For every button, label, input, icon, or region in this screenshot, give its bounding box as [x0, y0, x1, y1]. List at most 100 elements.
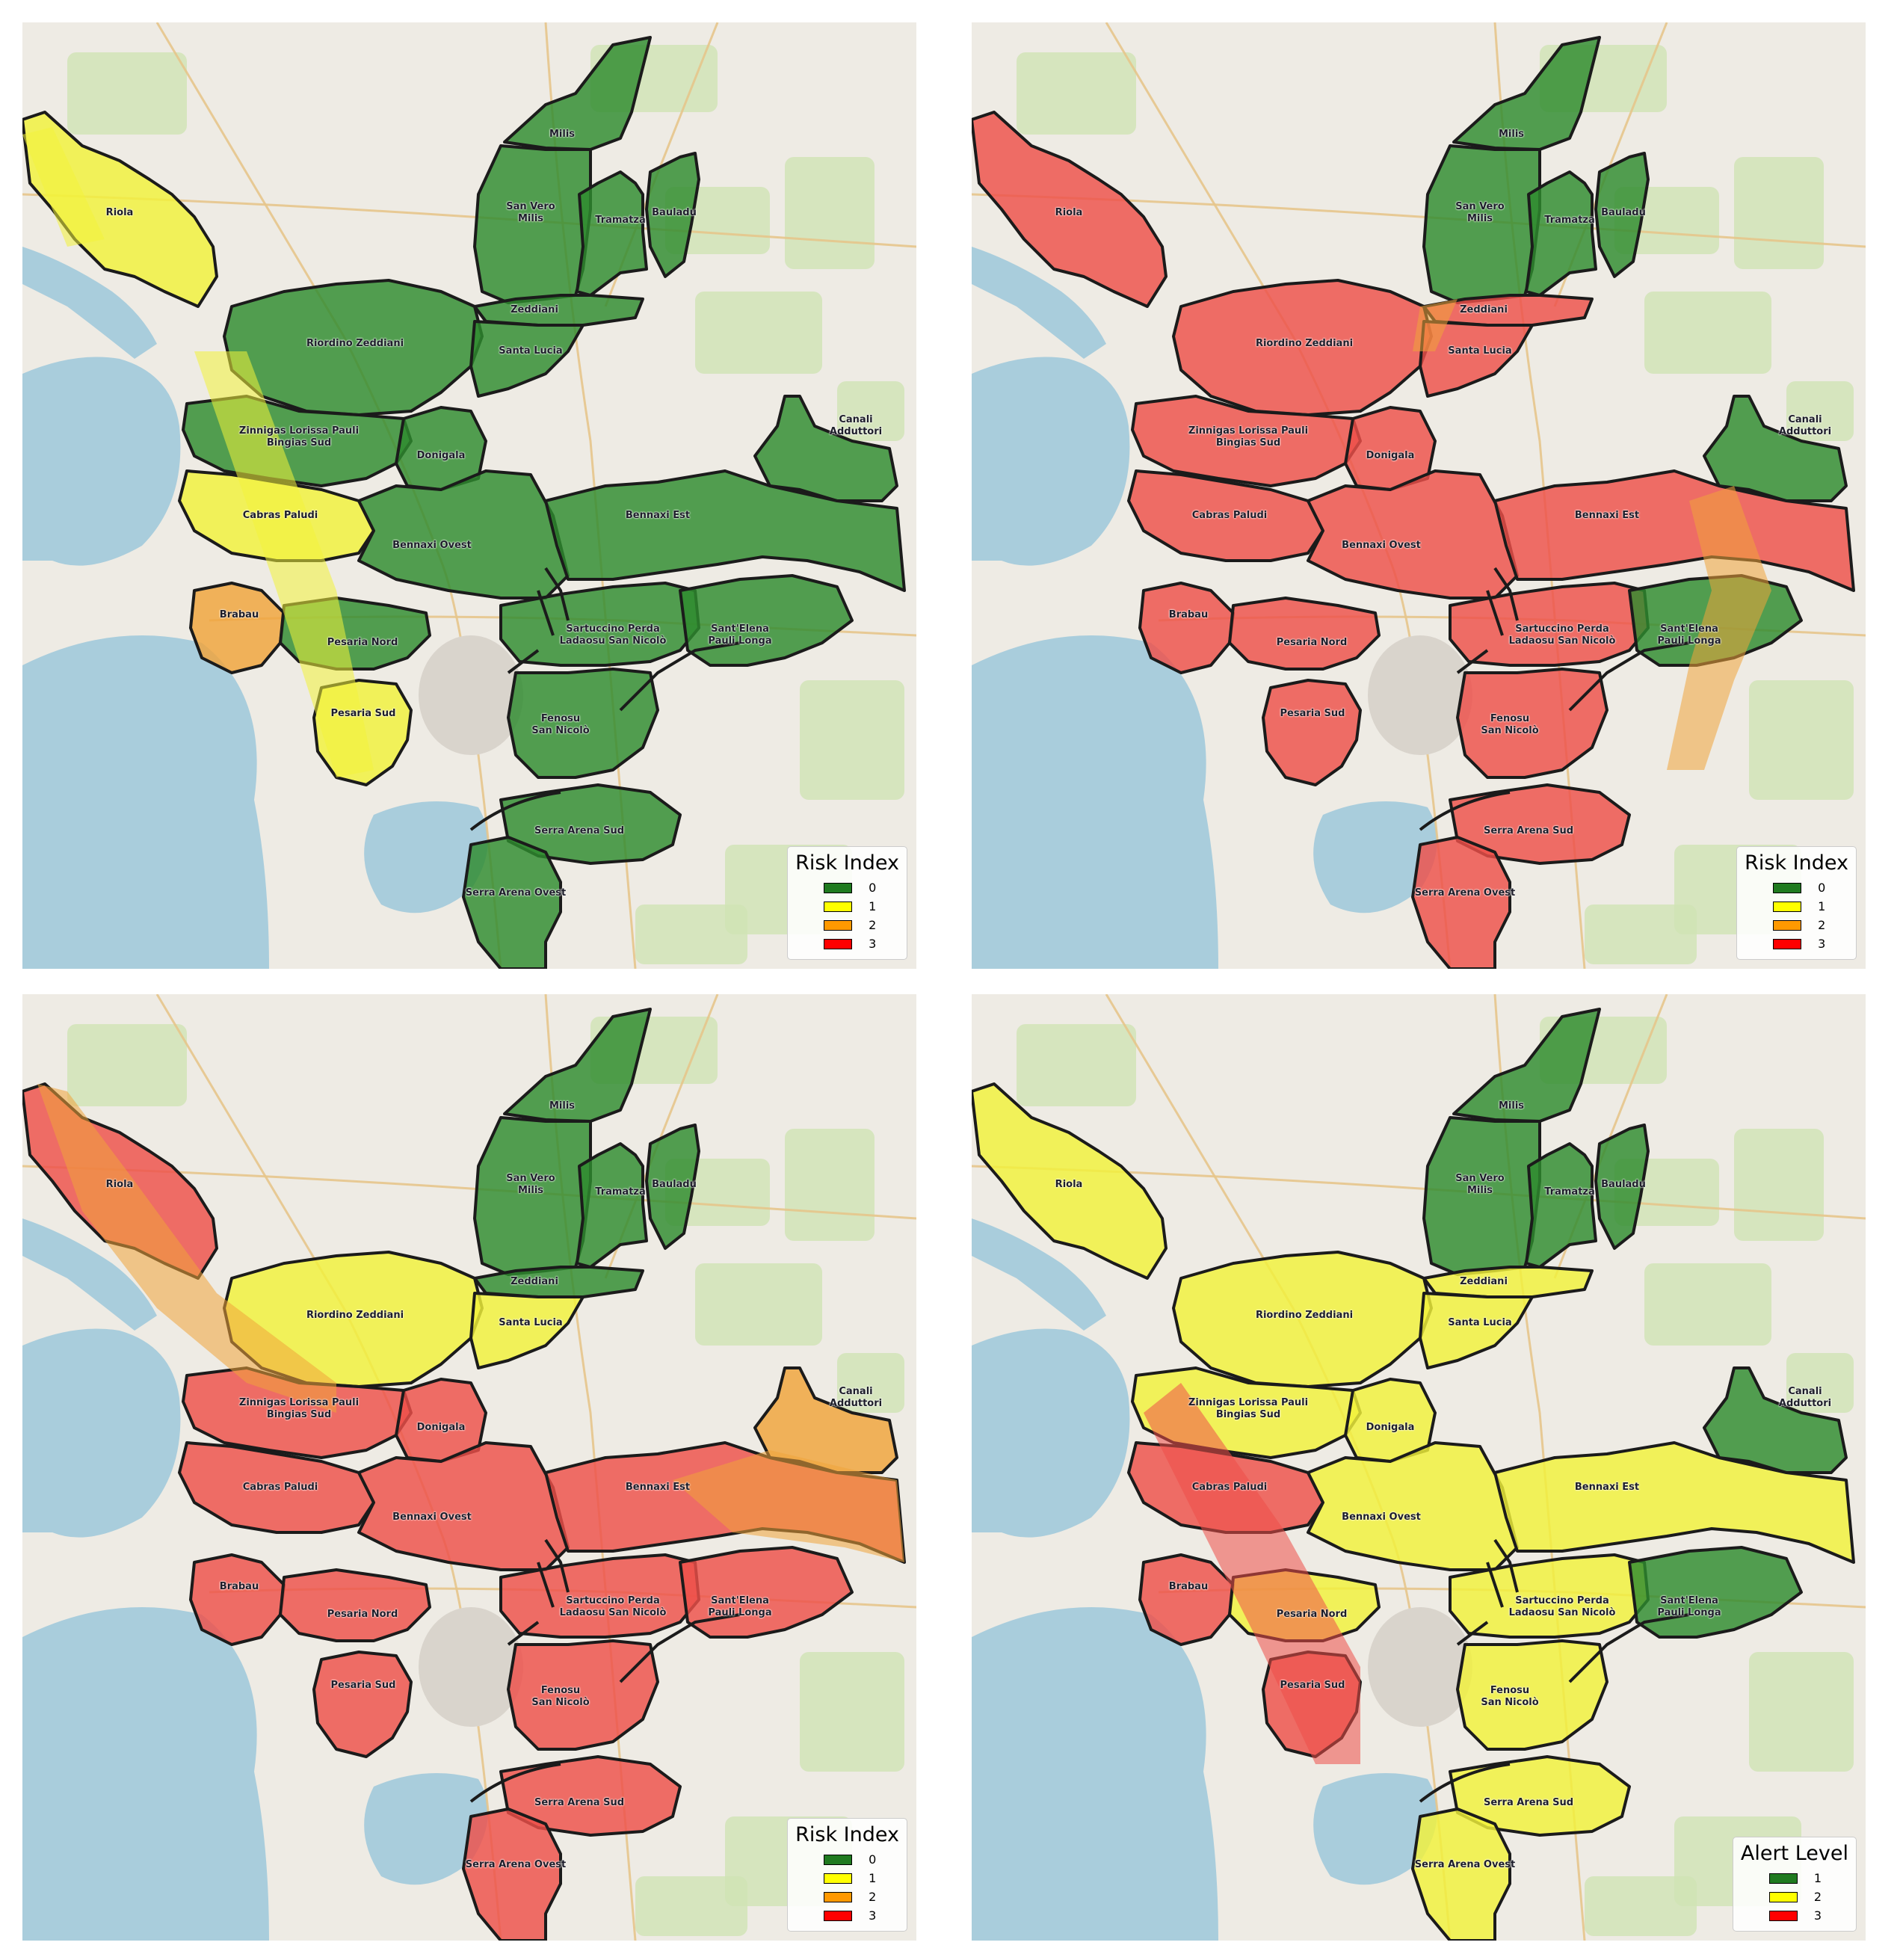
field-patch: [67, 1024, 187, 1106]
zone-label: Fenosu San Nicolò: [531, 1685, 590, 1708]
zone-riola: [972, 1082, 1168, 1280]
zone-santa-lucia: [1419, 320, 1534, 398]
zone-label: Sartuccino Perda Ladaosu San Nicolò: [1508, 1595, 1616, 1618]
legend-row: 3: [1741, 1906, 1848, 1925]
zone-label: Tramatza: [1544, 215, 1595, 226]
zone-label: Pesaria Nord: [1276, 1609, 1348, 1620]
legend-row: 2: [1745, 916, 1848, 934]
legend-row: 1: [795, 897, 899, 916]
zone-label: Brabau: [219, 609, 259, 620]
legend: Risk Index 0 1 2 3: [1736, 846, 1857, 960]
zone-label: Brabau: [1168, 1581, 1209, 1592]
legend-label: 1: [1813, 1871, 1822, 1885]
boundary-line: [1419, 791, 1511, 831]
zone-tramatza: [1525, 170, 1597, 297]
boundary-line: [1419, 1763, 1511, 1803]
legend-row: 3: [795, 1906, 899, 1925]
legend: Risk Index 0 1 2 3: [787, 846, 907, 960]
legend-swatch: [824, 901, 853, 912]
zone-label: Milis: [549, 129, 576, 140]
zone-label: San Vero Milis: [1455, 1173, 1505, 1196]
zone-label: Serra Arena Ovest: [465, 1859, 567, 1870]
zone-label: Canali Adduttori: [829, 1386, 883, 1409]
zone-label: Donigala: [1366, 1422, 1415, 1433]
lagoon-cabras: [22, 357, 181, 566]
overlay-stripe: [1144, 1383, 1360, 1764]
sea-area: [22, 635, 269, 969]
zone-serra-arena-ovest: [1411, 836, 1511, 969]
zone-label: Bauladu: [1601, 1179, 1646, 1190]
overlay-stripe: [22, 127, 374, 777]
legend-label: 1: [869, 1871, 877, 1885]
legend-swatch: [1773, 919, 1802, 931]
legend-swatch: [1768, 1891, 1798, 1902]
zone-fenosu-san-nicol-: [1456, 668, 1608, 779]
zone-label: Zeddiani: [1460, 304, 1508, 315]
zone-label: San Vero Milis: [506, 201, 555, 224]
zone-fenosu-san-nicol-: [507, 668, 659, 779]
risk-gradient-band: [194, 351, 374, 777]
field-patch: [1734, 157, 1824, 269]
lagoon-strip: [22, 1218, 157, 1331]
field-patch: [1786, 381, 1854, 441]
legend-row: 1: [1745, 897, 1848, 916]
zone-tramatza: [576, 1142, 648, 1269]
field-patch: [785, 1129, 875, 1241]
zone-canali-adduttori: [753, 395, 898, 502]
zone-label: Zinnigas Lorissa Pauli Bingias Sud: [1188, 425, 1309, 449]
zone-label: Donigala: [416, 1422, 466, 1433]
map-canvas: [22, 994, 916, 1941]
field-patch: [695, 292, 822, 374]
pond-santa-giusta: [364, 801, 488, 913]
zone-sartuccino-perda-ladaosu-san-nicol-: [1449, 1553, 1650, 1639]
sea-area: [22, 1607, 269, 1941]
zone-label: Zinnigas Lorissa Pauli Bingias Sud: [238, 1397, 360, 1420]
field-patch: [785, 157, 875, 269]
field-patch: [635, 905, 747, 964]
zone-label: Tramatza: [595, 215, 646, 226]
zone-label: Santa Lucia: [1448, 1317, 1512, 1328]
map-canvas: [972, 994, 1866, 1941]
zone-pesaria-sud: [1262, 679, 1362, 786]
field-patch: [1749, 680, 1854, 800]
field-patch: [800, 680, 904, 800]
zone-label: Riordino Zeddiani: [306, 1310, 404, 1321]
zone-label: Milis: [1498, 1100, 1525, 1112]
zone-label: Riordino Zeddiani: [1255, 338, 1354, 349]
zone-label: Bennaxi Ovest: [392, 1511, 472, 1523]
zone-label: Bennaxi Est: [1574, 1482, 1640, 1493]
legend-label: 3: [869, 1908, 877, 1923]
zone-label: Tramatza: [1544, 1186, 1595, 1198]
legend-label: 0: [1818, 881, 1826, 895]
legend-label: 2: [1818, 918, 1826, 932]
pond-santa-giusta: [1313, 1773, 1437, 1885]
boundary-line: [1568, 641, 1690, 712]
zone-canali-adduttori: [1703, 1366, 1848, 1474]
field-patch: [1017, 1024, 1136, 1106]
town-area: [419, 635, 523, 755]
zone-label: Bennaxi Ovest: [392, 540, 472, 551]
legend-row: 0: [795, 878, 899, 897]
field-patch: [1749, 1652, 1854, 1772]
zone-cabras-paludi: [178, 1441, 375, 1534]
zone-label: Tramatza: [595, 1186, 646, 1198]
zone-label: Pesaria Nord: [1276, 637, 1348, 648]
boundary-line: [619, 641, 741, 712]
zone-cabras-paludi: [1127, 469, 1324, 562]
zone-label: Serra Arena Sud: [1483, 825, 1574, 836]
zone-label: Sant'Elena Pauli Longa: [708, 1595, 772, 1618]
legend-label: 1: [1818, 899, 1826, 913]
legend-row: 1: [795, 1869, 899, 1887]
legend-label: 3: [1818, 937, 1826, 951]
zone-label: Pesaria Nord: [327, 1609, 398, 1620]
zone-label: Fenosu San Nicolò: [531, 713, 590, 736]
zone-label: Pesaria Sud: [1280, 1680, 1345, 1691]
zone-bennaxi-est: [1493, 469, 1855, 592]
zones: [972, 1008, 1855, 1941]
legend-label: 2: [869, 918, 877, 932]
zone-label: Fenosu San Nicolò: [1481, 713, 1539, 736]
pond-santa-giusta: [364, 1773, 488, 1885]
zone-label: Cabras Paludi: [1191, 1482, 1268, 1493]
legend-row: 2: [795, 916, 899, 934]
zone-pesaria-nord: [1228, 597, 1381, 671]
